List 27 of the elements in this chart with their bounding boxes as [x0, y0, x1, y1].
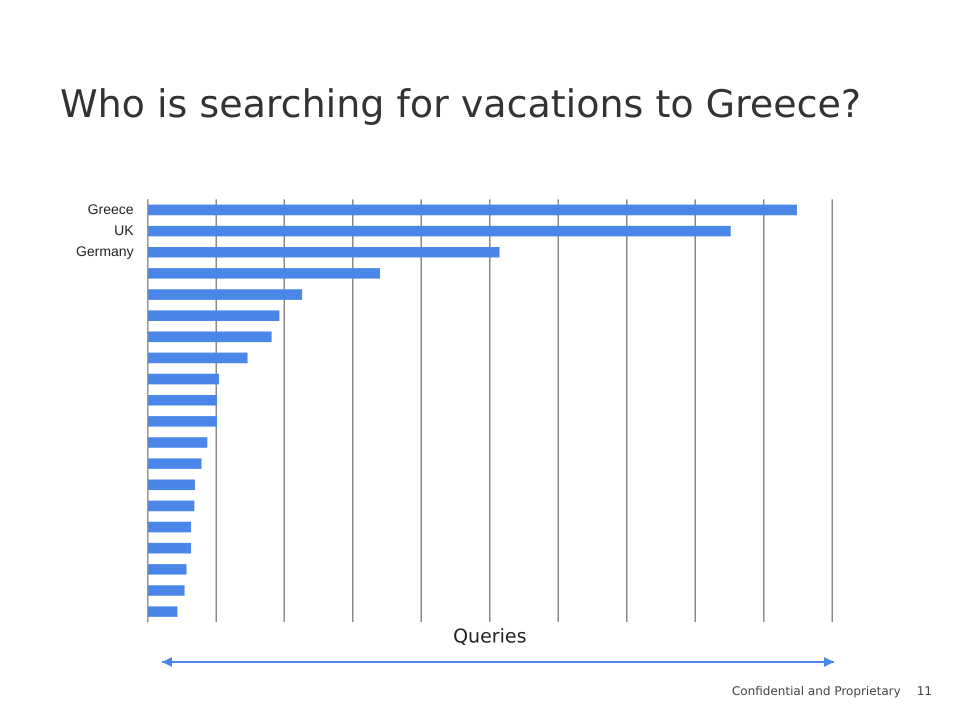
bar [148, 437, 208, 448]
y-tick-label: UK [114, 222, 134, 238]
text: Confidential and Proprietary [732, 684, 901, 698]
bar [148, 480, 195, 490]
x-axis-title: Queries [453, 626, 526, 648]
y-tick-label: Germany [76, 243, 134, 260]
bar [148, 226, 731, 236]
bar [148, 458, 202, 469]
bar [148, 246, 500, 258]
bar [148, 204, 797, 216]
bar [148, 542, 192, 554]
bar [148, 416, 218, 427]
bar [148, 522, 192, 532]
bar [148, 332, 272, 342]
bar [148, 606, 178, 617]
bar [148, 268, 380, 279]
bar [148, 310, 280, 321]
bar [148, 289, 302, 300]
y-tick-label: Greece [88, 200, 134, 217]
bar [148, 564, 187, 575]
chart-title: Who is searching for vacations to Greece? [60, 82, 862, 126]
bar [148, 352, 248, 364]
bar [148, 374, 219, 384]
bar [148, 394, 218, 406]
bar [148, 500, 194, 512]
text: 11 [916, 684, 932, 698]
bar [148, 585, 185, 596]
